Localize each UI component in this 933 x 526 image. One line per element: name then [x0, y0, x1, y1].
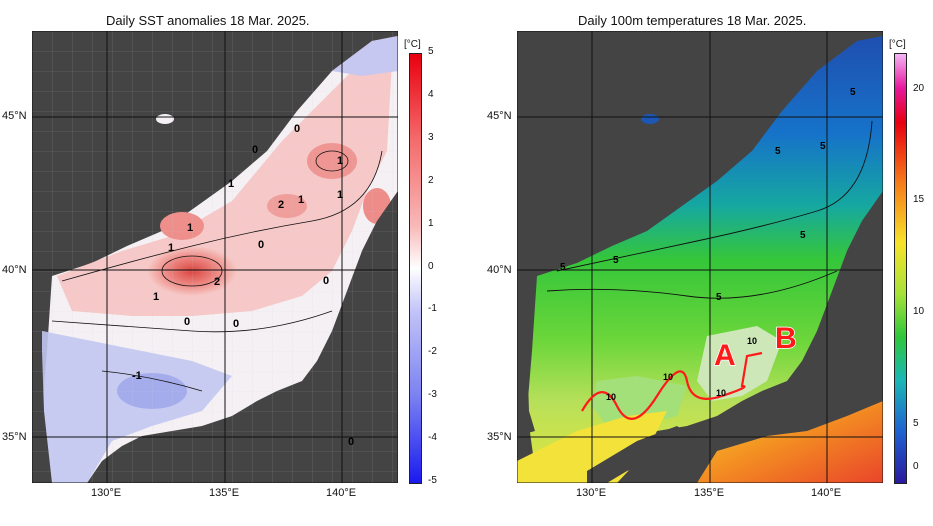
left-colorbar-tick: 1 — [428, 217, 434, 229]
contour-label: 0 — [323, 275, 329, 287]
contour-label: 10 — [663, 372, 673, 382]
contour-label: 5 — [820, 141, 826, 152]
left-colorbar-tick: 3 — [428, 131, 434, 143]
contour-label: 1 — [153, 291, 159, 303]
right-colorbar-tick: 0 — [913, 461, 919, 472]
lat-label-45: 45°N — [2, 110, 27, 122]
left-colorbar-tick: -4 — [428, 432, 437, 444]
left-colorbar-tick: -5 — [428, 475, 437, 486]
left-colorbar-tick: -3 — [428, 389, 437, 401]
contour-label: 1 — [337, 189, 343, 201]
lon-label-130: 130°E — [91, 487, 122, 499]
contour-label: 0 — [258, 239, 264, 251]
contour-label: 10 — [606, 392, 616, 402]
right-colorbar-tick: 5 — [913, 418, 919, 429]
contour-label: -1 — [132, 370, 142, 382]
right-colorbar-tick: 20 — [913, 83, 925, 94]
right-colorbar-tick: 15 — [913, 194, 925, 205]
left-colorbar-tick: 4 — [428, 88, 434, 100]
left-panel-title: Daily SST anomalies 18 Mar. 2025. — [106, 13, 310, 28]
contour-label: 1 — [337, 155, 343, 167]
contour-label: 5 — [716, 292, 722, 303]
contour-label: 0 — [348, 436, 354, 448]
contour-label: 1 — [187, 222, 193, 234]
contour-label: 1 — [298, 194, 304, 206]
left-colorbar-unit: [°C] — [404, 39, 421, 50]
left-colorbar-tick: 2 — [428, 174, 434, 186]
lon-label-135: 135°E — [209, 487, 240, 499]
contour-label: 0 — [252, 144, 258, 156]
isotherm-10c-line — [581, 351, 763, 420]
sst-anomaly-map: 0 0 1 1 1 2 1 1 1 0 2 1 0 0 0 -1 0 — [32, 31, 398, 483]
contour-label: 2 — [214, 276, 220, 288]
left-colorbar-tick: -2 — [428, 346, 437, 358]
lon-label-140: 140°E — [811, 487, 842, 499]
contour-label: 5 — [613, 255, 619, 266]
marker-b: B — [775, 322, 797, 355]
contour-label: 10 — [747, 336, 757, 346]
contour-label: 5 — [560, 262, 566, 273]
lat-label-35: 35°N — [487, 431, 512, 443]
lat-label-40: 40°N — [2, 264, 27, 276]
contour-label: 1 — [228, 178, 234, 190]
left-colorbar-tick: 0 — [428, 260, 434, 272]
right-colorbar-unit: [°C] — [889, 39, 906, 50]
contour-label: 5 — [850, 87, 856, 98]
contour-label: 0 — [184, 316, 190, 328]
temperature-100m-map: 5 5 5 5 5 5 5 10 10 10 10 A B — [517, 31, 883, 483]
left-colorbar-tick: -1 — [428, 303, 437, 315]
right-colorbar-tick: 10 — [913, 306, 925, 317]
contour-label: 5 — [775, 146, 781, 157]
lon-label-140: 140°E — [326, 487, 357, 499]
marker-a: A — [714, 339, 736, 372]
right-colorbar — [894, 53, 907, 484]
left-colorbar-tick: 5 — [428, 46, 434, 57]
contour-label: 5 — [800, 230, 806, 241]
lon-label-130: 130°E — [576, 487, 607, 499]
contour-label: 0 — [233, 318, 239, 330]
lon-label-135: 135°E — [694, 487, 725, 499]
contour-label: 1 — [168, 242, 174, 254]
contour-label: 10 — [716, 388, 726, 398]
contour-label: 0 — [294, 123, 300, 135]
lat-label-40: 40°N — [487, 264, 512, 276]
contour-label: 2 — [278, 199, 284, 211]
lat-label-45: 45°N — [487, 110, 512, 122]
right-panel-title: Daily 100m temperatures 18 Mar. 2025. — [578, 13, 807, 28]
lat-label-35: 35°N — [2, 431, 27, 443]
left-colorbar — [409, 53, 422, 484]
